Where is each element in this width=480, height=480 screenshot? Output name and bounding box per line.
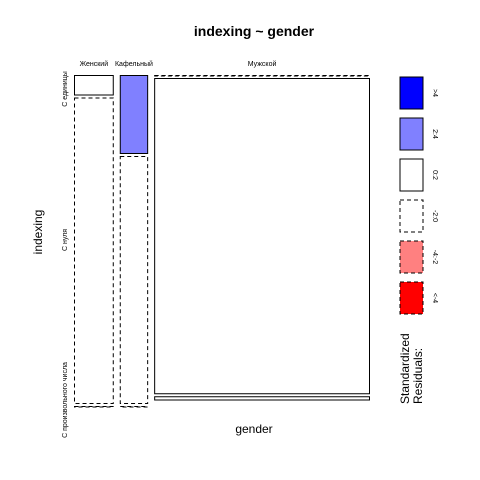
legend-label: >4: [431, 89, 438, 97]
mosaic-tile: [154, 78, 370, 395]
legend-swatch: [399, 76, 424, 110]
gender-label: Женский: [80, 60, 109, 68]
legend-label: -2:0: [431, 210, 438, 222]
legend: >4 2:4 0:2 -2:0 -4:-2 <-4 Standardized Residu…: [398, 76, 438, 404]
x-axis-label: gender: [235, 422, 272, 436]
legend-title-line2: Residuals:: [411, 348, 425, 404]
mosaic-tile: [119, 406, 149, 408]
mosaic-tile: [154, 396, 370, 401]
legend-swatch: [399, 117, 424, 151]
indexing-label: С единицы: [62, 71, 69, 107]
gender-category-labels: Женский Кафельный Мужской: [80, 60, 277, 68]
legend-swatch: [399, 240, 424, 274]
legend-swatch: [399, 199, 424, 233]
legend-swatch: [399, 281, 424, 315]
mosaic-tile: [119, 156, 149, 404]
mosaic-tiles: [74, 75, 370, 408]
gender-label: Кафельный: [115, 60, 153, 68]
legend-label: 2:4: [431, 129, 438, 139]
legend-title-line1: Standardized: [398, 333, 412, 404]
legend-label: -4:-2: [431, 250, 438, 265]
gender-label: Мужской: [248, 60, 277, 68]
mosaic-tile: [119, 75, 149, 154]
chart-title: indexing ~ gender: [194, 23, 315, 39]
legend-label: 0:2: [431, 170, 438, 180]
mosaic-tile: [74, 97, 114, 404]
indexing-label: С нуля: [62, 229, 69, 251]
indexing-label: С произвольного числа: [62, 362, 69, 438]
mosaic-tile: [74, 406, 114, 408]
indexing-category-labels: С единицы С нуля С произвольного числа: [62, 71, 69, 438]
mosaic-tile: [74, 75, 114, 96]
legend-swatch: [399, 158, 424, 192]
mosaic-tile: [154, 75, 370, 77]
y-axis-label: indexing: [31, 210, 45, 255]
legend-label: <-4: [431, 293, 438, 303]
